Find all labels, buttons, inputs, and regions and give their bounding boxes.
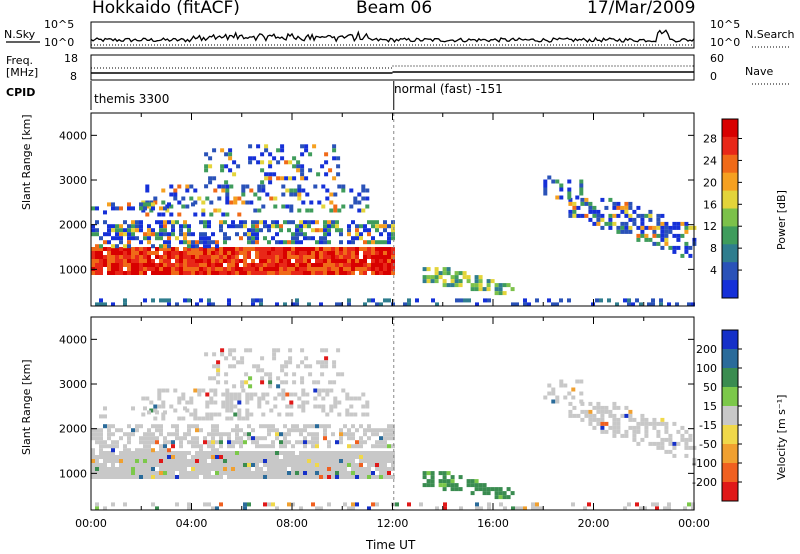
time-xlabel: Time UT xyxy=(366,538,416,552)
velocity-panel-echo-cells xyxy=(91,348,697,511)
x-tick-label: 00:00 xyxy=(678,517,710,530)
power-colorbar-frame xyxy=(721,118,739,299)
power-panel-echo-cells xyxy=(91,144,697,307)
power-colorbar-segment xyxy=(722,136,738,156)
velocity-colorbar-segment xyxy=(722,406,738,426)
power-colorbar-tick-label: 16 xyxy=(703,198,717,211)
nsearch-tick-bottom: 10^0 xyxy=(710,36,741,49)
power-panel-ytick-label: 1000 xyxy=(59,263,87,276)
power-colorbar-tick-label: 24 xyxy=(703,154,717,167)
velocity-colorbar-tick-label: 200 xyxy=(696,343,717,356)
velocity-colorbar-tick-label: 15 xyxy=(703,400,717,413)
nave-tick-bottom: 0 xyxy=(710,70,717,83)
x-tick-label: 16:00 xyxy=(477,517,509,530)
nsearch-tick-top: 10^5 xyxy=(710,18,741,31)
x-tick-label: 12:00 xyxy=(377,517,409,530)
velocity-colorbar-segment xyxy=(722,425,738,445)
power-colorbar-tick-label: 8 xyxy=(710,242,717,255)
nsky-strip-frame xyxy=(90,21,695,49)
power-colorbar-segment xyxy=(722,244,738,263)
velocity-colorbar-segment xyxy=(722,387,738,407)
nsky-tick-top: 10^5 xyxy=(44,18,75,31)
power-panel-background xyxy=(91,113,694,306)
cpid-label: CPID xyxy=(6,86,36,99)
x-tick-label: 20:00 xyxy=(578,517,610,530)
nsky-tick-bottom: 10^0 xyxy=(44,36,75,49)
velocity-colorbar-segment xyxy=(722,463,738,483)
x-tick-label: 00:00 xyxy=(75,517,107,530)
velocity-colorbar-tick-label: 50 xyxy=(703,381,717,394)
velocity-colorbar-segment xyxy=(722,349,738,369)
nave-tick-top: 60 xyxy=(710,52,724,65)
nsky-label: N.Sky xyxy=(4,28,36,41)
power-colorbar-segment xyxy=(722,226,738,245)
power-panel-ytick-label: 4000 xyxy=(59,129,87,142)
power-panel-ytick-label: 3000 xyxy=(59,174,87,187)
velocity-panel-ytick-label: 3000 xyxy=(59,378,87,391)
velocity-colorbar-tick-label: -15 xyxy=(699,419,717,432)
velocity-colorbar-tick-label: 100 xyxy=(696,362,717,375)
date-title: 17/Mar/2009 xyxy=(587,0,696,18)
beam-title: Beam 06 xyxy=(356,0,433,18)
freq-label-1: Freq. xyxy=(6,54,34,67)
x-tick-label: 04:00 xyxy=(176,517,208,530)
power-colorbar-segment xyxy=(722,208,738,227)
power-colorbar-segment xyxy=(722,262,738,281)
velocity-colorbar-frame xyxy=(721,329,739,502)
velocity-panel-ytick-label: 1000 xyxy=(59,467,87,480)
power-colorbar-tick-label: 12 xyxy=(703,220,717,233)
velocity-colorbar-segment xyxy=(722,330,738,350)
power-colorbar-segment xyxy=(722,172,738,192)
velocity-colorbar-tick-label: -50 xyxy=(699,438,717,451)
power-colorbar-tick-label: 20 xyxy=(703,176,717,189)
velocity-colorbar-segment xyxy=(722,368,738,388)
power-colorbar-segment xyxy=(722,280,738,299)
station-title: Hokkaido (fitACF) xyxy=(92,0,240,18)
freq-label-2: [MHz] xyxy=(6,66,39,79)
nave-label: Nave xyxy=(745,65,774,78)
cpid-mode-2: normal (fast) -151 xyxy=(394,82,503,96)
velocity-panel-ytick-label: 4000 xyxy=(59,333,87,346)
power-colorbar-segment xyxy=(722,190,738,209)
nsky-trace xyxy=(90,29,695,43)
power-panel-ytick-label: 2000 xyxy=(59,219,87,232)
x-tick-label: 08:00 xyxy=(276,517,308,530)
velocity-colorbar-segment xyxy=(722,444,738,464)
power-colorbar-segment xyxy=(722,154,738,174)
power-colorbar-tick-label: 4 xyxy=(710,264,717,277)
velocity-colorbar-tick-label: -100 xyxy=(692,457,717,470)
cpid-mode-1: themis 3300 xyxy=(94,92,170,106)
freq-tick-bottom: 8 xyxy=(70,70,77,83)
velocity-panel-ytick-label: 2000 xyxy=(59,423,87,436)
power-colorbar-segment xyxy=(722,119,738,138)
velocity-colorbar-segment xyxy=(722,482,738,502)
velocity-colorbar-tick-label: -200 xyxy=(692,476,717,489)
power-colorbar-tick-label: 28 xyxy=(703,133,717,146)
nsearch-label: N.Search xyxy=(745,28,795,41)
freq-tick-top: 18 xyxy=(64,52,78,65)
